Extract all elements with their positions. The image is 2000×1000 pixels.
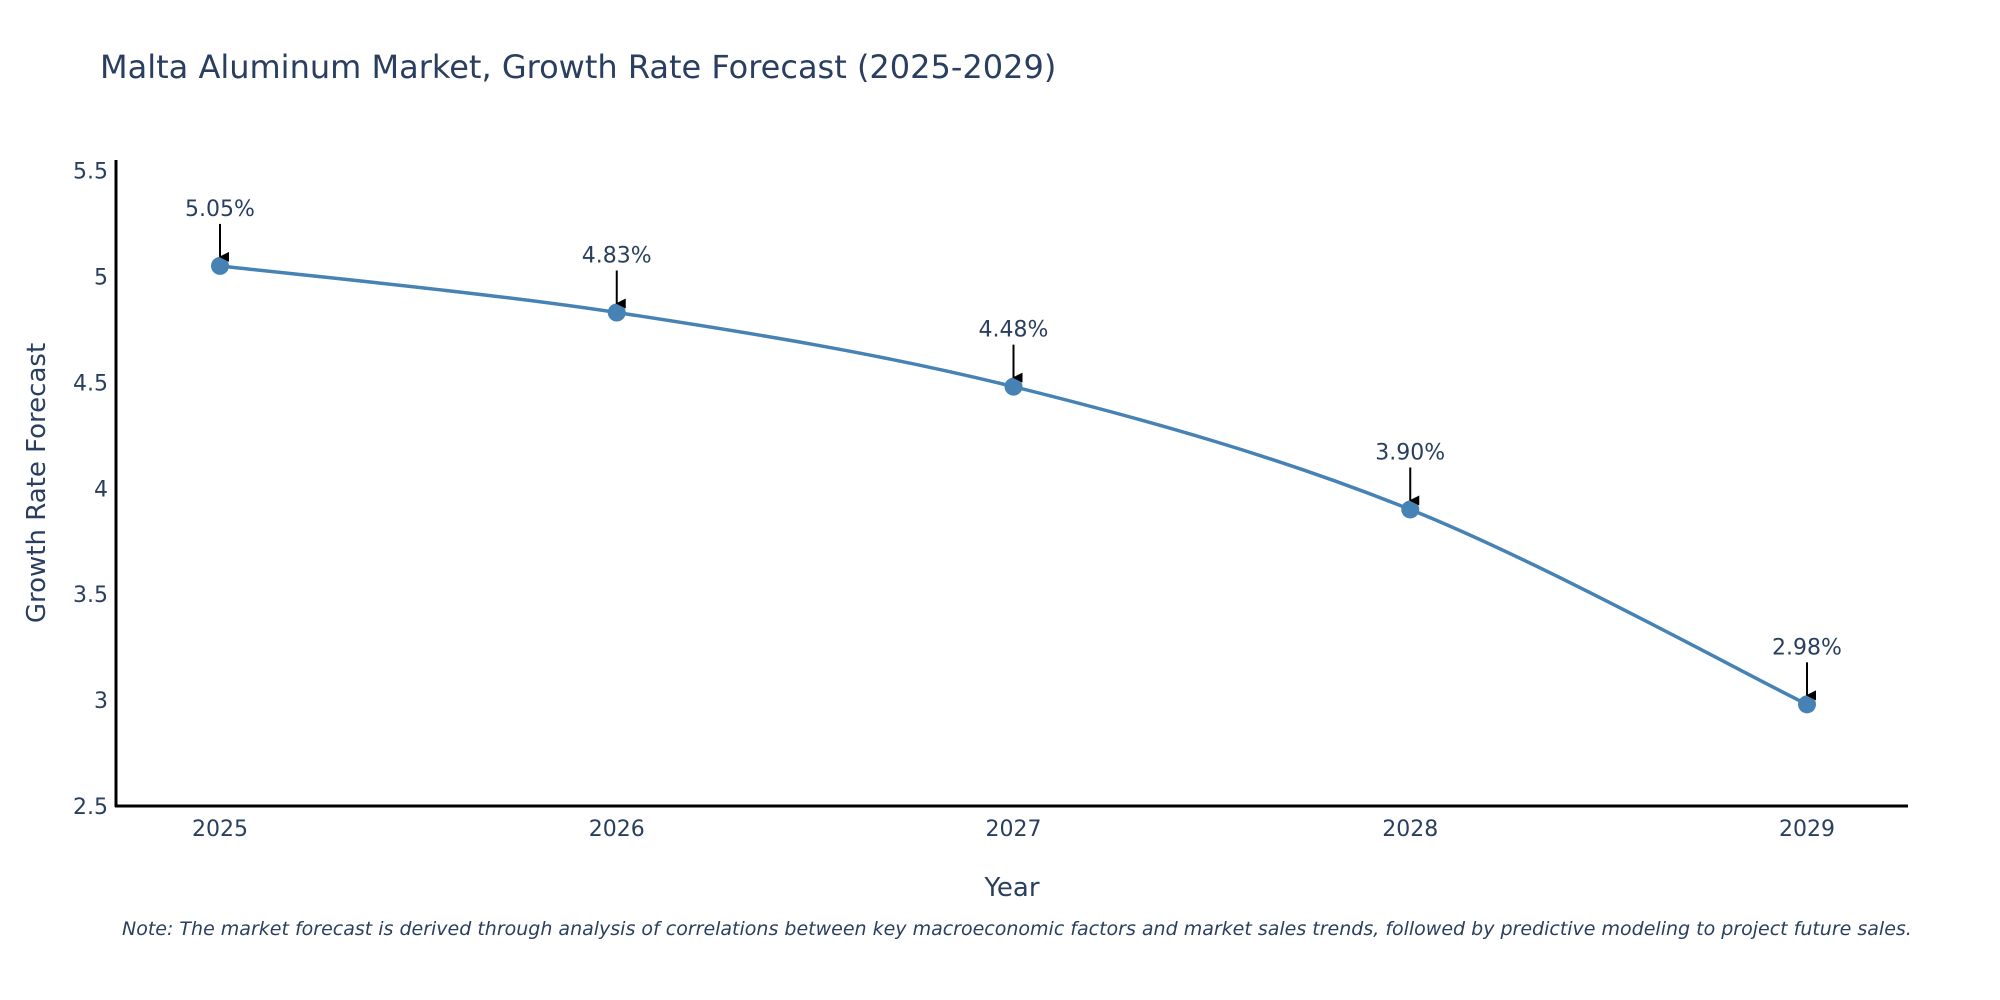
data-label: 2.98% [1772, 635, 1842, 660]
data-point [1401, 500, 1420, 519]
y-tick-label: 4 [94, 477, 108, 502]
data-label: 4.48% [979, 318, 1049, 343]
chart-title: Malta Aluminum Market, Growth Rate Forec… [100, 48, 1057, 86]
data-label: 5.05% [185, 197, 255, 222]
data-point [1798, 695, 1816, 714]
x-tick-label: 2027 [986, 817, 1042, 842]
data-point [607, 303, 626, 322]
y-axis-ticks: 2.5 3 3.5 4 4.5 5 5.5 [73, 160, 108, 820]
x-axis-title: Year [983, 873, 1039, 903]
y-tick-label: 2.5 [73, 795, 108, 820]
x-tick-label: 2025 [192, 817, 248, 842]
footnote: Note: The market forecast is derived thr… [122, 918, 1912, 940]
y-tick-label: 5 [94, 265, 108, 290]
y-tick-label: 3 [94, 689, 108, 714]
y-axis-title: Growth Rate Forecast [22, 343, 52, 623]
data-point [1004, 377, 1023, 396]
x-tick-label: 2028 [1382, 817, 1438, 842]
y-tick-label: 4.5 [73, 371, 108, 396]
data-annotations: 5.05% 4.83% 4.48% 3.90% 2.98% [185, 197, 1842, 701]
data-label: 3.90% [1375, 440, 1445, 465]
data-label: 4.83% [582, 243, 652, 268]
y-tick-label: 3.5 [73, 583, 108, 608]
data-point [211, 256, 229, 275]
y-tick-label: 5.5 [73, 160, 108, 185]
x-tick-label: 2029 [1779, 817, 1835, 842]
x-tick-label: 2026 [589, 817, 645, 842]
x-axis-ticks: 2025 2026 2027 2028 2029 [192, 817, 1835, 842]
